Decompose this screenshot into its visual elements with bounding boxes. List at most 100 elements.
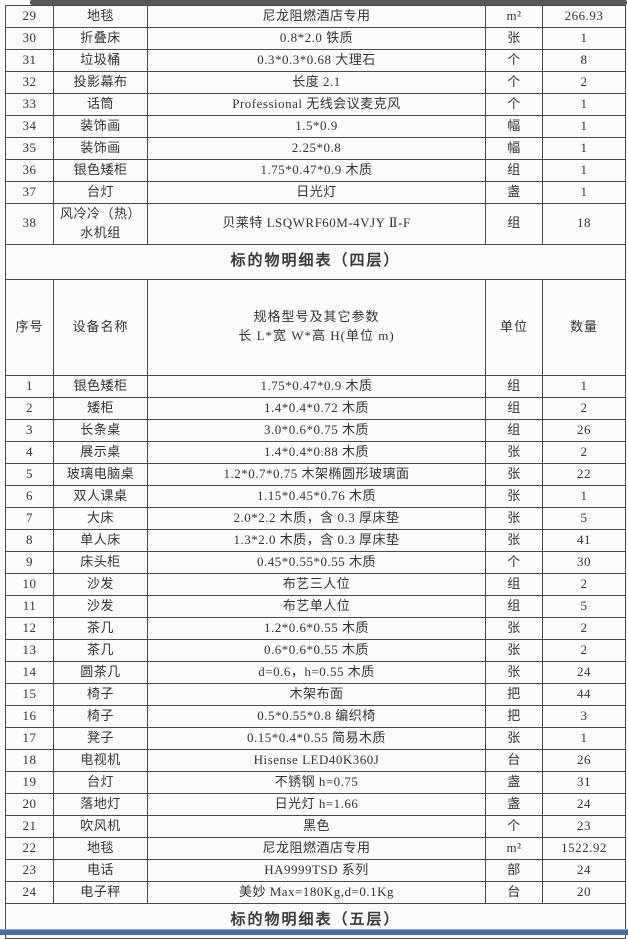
cell-spec: 0.5*0.55*0.8 编织椅 (147, 704, 486, 728)
table-row: 22 地毯 尼龙阻燃酒店专用 m² 1522.92 (5, 836, 626, 860)
table-row: 34 装饰画 1.5*0.9 幅 1 (5, 115, 626, 138)
cell-spec: 尼龙阻燃酒店专用 (147, 836, 486, 860)
cell-no: 36 (5, 159, 54, 182)
cell-name: 茶几 (53, 638, 148, 662)
cell-no: 16 (5, 704, 54, 728)
cell-spec: Professional 无线会议麦克风 (147, 93, 486, 116)
cell-spec: 尼龙阻燃酒店专用 (147, 5, 486, 28)
cell-unit: 组 (485, 159, 543, 182)
cell-qty: 1 (542, 726, 626, 750)
cell-name: 装饰画 (53, 137, 148, 160)
cell-unit: 张 (485, 462, 543, 486)
table-row: 36 银色矮柜 1.75*0.47*0.9 木质组 1 (5, 159, 626, 182)
cell-unit: 组 (485, 572, 543, 596)
cell-unit: m² (485, 836, 543, 860)
col-header-unit: 单位 (485, 278, 543, 376)
table-row: 14 圆茶几 d=0.6，h=0.55 木质张 24 (5, 660, 626, 684)
cell-no: 31 (5, 49, 54, 72)
cell-no: 37 (5, 181, 54, 204)
cell-no: 18 (5, 748, 54, 772)
cell-name: 落地灯 (53, 792, 148, 816)
cell-unit: 个 (485, 71, 543, 94)
cell-name: 椅子 (53, 682, 148, 706)
cell-qty: 3 (542, 704, 626, 728)
table-row: 31 垃圾桶 0.3*0.3*0.68 大理石个 8 (5, 49, 626, 72)
cell-no: 11 (5, 594, 54, 618)
cell-unit: 盏 (485, 770, 543, 794)
inventory-table: 29 地毯 尼龙阻燃酒店专用 m² 266.93 30 折叠床 0.8*2.0 铁质张 1 31 垃… (5, 5, 626, 939)
table-row: 21 吹风机 黑色个 23 (5, 814, 626, 838)
cell-qty: 1 (542, 181, 626, 204)
cell-no: 15 (5, 682, 54, 706)
cell-spec: 2.25*0.8 (147, 137, 486, 160)
cell-qty: 23 (542, 814, 626, 838)
cell-spec: 1.75*0.47*0.9 木质 (147, 159, 486, 182)
table-row: 13 茶几 0.6*0.6*0.55 木质张 2 (5, 638, 626, 662)
cell-spec: 0.15*0.4*0.55 简易木质 (147, 726, 486, 750)
cell-unit: 盏 (485, 181, 543, 204)
table-row: 19 台灯 不锈钢 h=0.75 盏 31 (5, 770, 626, 794)
cell-unit: 组 (485, 396, 543, 420)
cell-name: 折叠床 (53, 27, 148, 50)
cell-qty: 24 (542, 792, 626, 816)
cell-qty: 24 (542, 660, 626, 684)
cell-spec: Hisense LED40K360J (147, 748, 486, 772)
col-header-spec: 规格型号及其它参数 长 L*宽 W*高 H(单位 m) (147, 278, 486, 376)
section-title-row: 标的物明细表（四层） (5, 243, 626, 280)
cell-no: 29 (5, 5, 54, 28)
cell-name: 风冷冷（热）水机组 (53, 203, 148, 245)
cell-qty: 1 (542, 159, 626, 182)
cell-qty: 266.93 (542, 5, 626, 28)
cell-name: 玻璃电脑桌 (53, 462, 148, 486)
cell-unit: 部 (485, 858, 543, 882)
cell-no: 8 (5, 528, 54, 552)
cell-unit: 组 (485, 203, 543, 245)
cell-spec: 1.4*0.4*0.88 木质 (147, 440, 486, 464)
cell-unit: 个 (485, 550, 543, 574)
cell-no: 22 (5, 836, 54, 860)
cell-no: 17 (5, 726, 54, 750)
cell-spec: 1.2*0.7*0.75 木架椭圆形玻璃面 (147, 462, 486, 486)
cell-spec: 木架布面 (147, 682, 486, 706)
table-row: 9 床头柜 0.45*0.55*0.55 木质个 30 (5, 550, 626, 574)
col-header-spec-line1: 规格型号及其它参数 (253, 309, 380, 325)
table-row: 23 电话 HA9999TSD 系列部 24 (5, 858, 626, 882)
table-row: 7 大床 2.0*2.2 木质，含 0.3 厚床垫张 5 (5, 506, 626, 530)
cell-qty: 22 (542, 462, 626, 486)
cell-qty: 5 (542, 506, 626, 530)
col-header-spec-line2: 长 L*宽 W*高 H(单位 m) (238, 328, 395, 344)
cell-spec: 3.0*0.6*0.75 木质 (147, 418, 486, 442)
page-divider-line (0, 929, 628, 935)
cell-no: 10 (5, 572, 54, 596)
cell-unit: 张 (485, 638, 543, 662)
table-rows-floor4: 1 银色矮柜 1.75*0.47*0.9 木质组 1 2 矮柜 1.4*0.4*0.72 木… (5, 374, 626, 904)
cell-spec: 1.15*0.45*0.76 木质 (147, 484, 486, 508)
cell-unit: 张 (485, 726, 543, 750)
table-row: 37 台灯 日光灯盏 1 (5, 181, 626, 204)
cell-qty: 2 (542, 572, 626, 596)
cell-name: 装饰画 (53, 115, 148, 138)
cell-spec: HA9999TSD 系列 (147, 858, 486, 882)
cell-qty: 1 (542, 484, 626, 508)
cell-no: 21 (5, 814, 54, 838)
cell-name: 长条桌 (53, 418, 148, 442)
cell-no: 35 (5, 137, 54, 160)
table-row: 10 沙发 布艺三人位组 2 (5, 572, 626, 596)
cell-name: 台灯 (53, 181, 148, 204)
cell-no: 14 (5, 660, 54, 684)
cell-spec: 0.3*0.3*0.68 大理石 (147, 49, 486, 72)
cell-qty: 44 (542, 682, 626, 706)
cell-name: 椅子 (53, 704, 148, 728)
cell-qty: 26 (542, 748, 626, 772)
cell-spec: 日光灯 (147, 181, 486, 204)
cell-qty: 1 (542, 137, 626, 160)
table-row: 30 折叠床 0.8*2.0 铁质张 1 (5, 27, 626, 50)
cell-name: 地毯 (53, 5, 148, 28)
cell-no: 3 (5, 418, 54, 442)
cell-spec: d=0.6，h=0.55 木质 (147, 660, 486, 684)
cell-unit: 个 (485, 49, 543, 72)
cell-unit: 幅 (485, 137, 543, 160)
cell-no: 19 (5, 770, 54, 794)
cell-spec: 1.75*0.47*0.9 木质 (147, 374, 486, 398)
